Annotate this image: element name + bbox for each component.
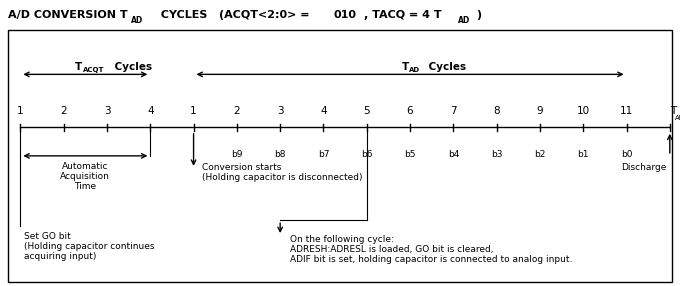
- Text: 7: 7: [450, 106, 457, 116]
- Text: b3: b3: [491, 150, 503, 159]
- Text: 2: 2: [61, 106, 67, 116]
- Text: b1: b1: [577, 150, 589, 159]
- Text: Cycles: Cycles: [425, 61, 466, 72]
- Text: Conversion starts
(Holding capacitor is disconnected): Conversion starts (Holding capacitor is …: [202, 163, 362, 182]
- Text: b8: b8: [275, 150, 286, 159]
- Text: 10: 10: [577, 106, 590, 116]
- Text: Set GO bit
(Holding capacitor continues
acquiring input): Set GO bit (Holding capacitor continues …: [24, 232, 154, 261]
- Text: 2: 2: [233, 106, 240, 116]
- Text: 9: 9: [537, 106, 543, 116]
- Text: 3: 3: [103, 106, 110, 116]
- Text: ): ): [476, 10, 481, 20]
- Text: T: T: [401, 61, 409, 72]
- Text: On the following cycle:
ADRESH:ADRESL is loaded, GO bit is cleared,
ADIF bit is : On the following cycle: ADRESH:ADRESL is…: [290, 235, 573, 264]
- Text: AD: AD: [458, 16, 470, 25]
- Text: 8: 8: [493, 106, 500, 116]
- Text: 5: 5: [363, 106, 370, 116]
- Text: 1: 1: [17, 106, 24, 116]
- Text: b0: b0: [621, 150, 632, 159]
- Text: T: T: [75, 61, 82, 72]
- Text: b9: b9: [231, 150, 243, 159]
- Text: b6: b6: [361, 150, 373, 159]
- Text: 4: 4: [147, 106, 154, 116]
- Text: Discharge: Discharge: [621, 163, 666, 172]
- Text: b7: b7: [318, 150, 329, 159]
- Text: A/D CONVERSION T: A/D CONVERSION T: [8, 10, 128, 20]
- Text: b5: b5: [405, 150, 415, 159]
- Text: AD: AD: [675, 115, 680, 121]
- Text: Cycles: Cycles: [112, 61, 152, 72]
- Text: 1: 1: [190, 106, 197, 116]
- Text: , TACQ = 4 T: , TACQ = 4 T: [364, 10, 442, 20]
- Text: ACQT: ACQT: [83, 67, 104, 73]
- Text: Automatic
Acquisition
Time: Automatic Acquisition Time: [61, 162, 110, 191]
- Text: AD: AD: [409, 67, 420, 73]
- Text: 010: 010: [333, 10, 356, 20]
- Text: b4: b4: [447, 150, 459, 159]
- Text: 11: 11: [620, 106, 633, 116]
- Text: AD: AD: [131, 16, 143, 25]
- Text: T: T: [670, 106, 676, 116]
- Bar: [8, 30, 672, 282]
- Text: 6: 6: [407, 106, 413, 116]
- Text: b2: b2: [534, 150, 545, 159]
- Text: CYCLES   (ACQT<2:0> =: CYCLES (ACQT<2:0> =: [157, 10, 313, 20]
- Text: 4: 4: [320, 106, 327, 116]
- Text: 3: 3: [277, 106, 284, 116]
